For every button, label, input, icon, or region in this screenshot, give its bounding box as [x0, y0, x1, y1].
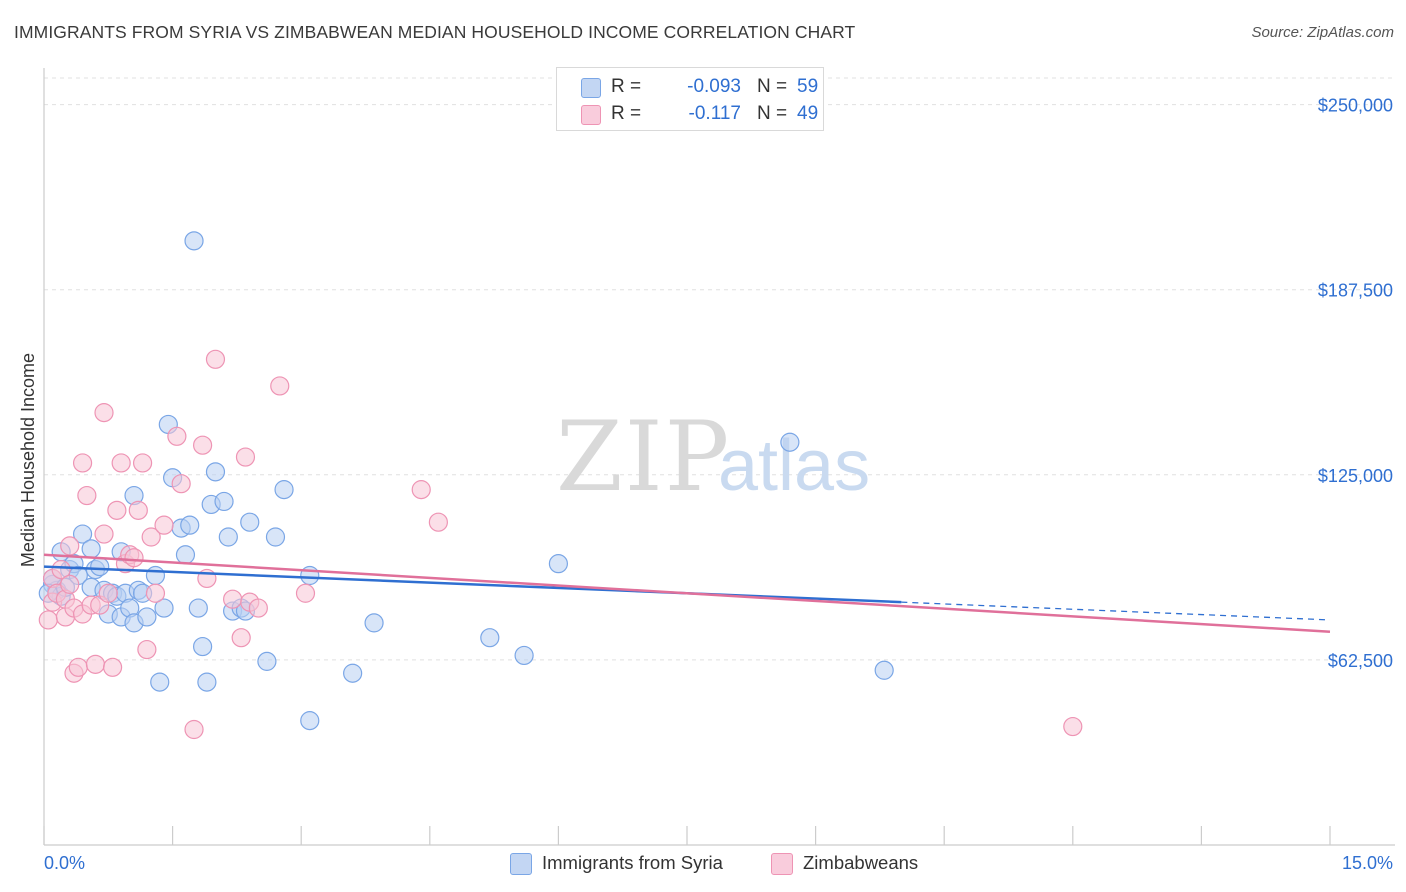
point-zimbabweans	[154, 515, 174, 535]
trend-line-syria	[43, 565, 902, 604]
point-syria	[257, 651, 277, 671]
legend-swatch-syria	[581, 78, 601, 98]
gridlines	[44, 77, 1395, 661]
y-tick-labels: $62,500 $125,000 $187,500 $250,000	[1318, 96, 1393, 671]
axes: 0.0% 15.0% Median Household Income	[18, 68, 1395, 873]
legend-swatch-zimbabweans	[581, 105, 601, 125]
y-tick-label: $62,500	[1328, 651, 1393, 671]
point-syria	[175, 545, 196, 565]
source-credit: Source: ZipAtlas.com	[1251, 24, 1394, 41]
point-syria	[240, 512, 260, 532]
legend-n-label: N =	[757, 76, 788, 97]
point-zimbabweans	[107, 500, 127, 520]
bottom-legend-label-syria: Immigrants from Syria	[542, 852, 723, 873]
point-syria	[81, 539, 101, 559]
point-zimbabweans	[72, 453, 93, 473]
point-zimbabweans	[1063, 716, 1083, 737]
point-zimbabweans	[231, 628, 251, 648]
point-zimbabweans	[141, 527, 161, 547]
point-zimbabweans	[171, 474, 191, 494]
point-syria	[214, 491, 234, 512]
point-zimbabweans	[137, 639, 157, 660]
point-zimbabweans	[68, 657, 88, 677]
point-zimbabweans	[411, 480, 431, 500]
point-zimbabweans	[295, 583, 316, 603]
point-zimbabweans	[85, 654, 106, 674]
point-syria	[364, 613, 384, 633]
point-zimbabweans	[94, 403, 114, 423]
point-syria	[874, 660, 894, 680]
point-syria	[154, 598, 174, 618]
legend-r-value: -0.117	[688, 103, 741, 124]
legend-r-value: -0.093	[687, 76, 741, 97]
point-syria	[184, 231, 204, 251]
legend-n-value: 49	[797, 103, 819, 124]
point-syria	[218, 527, 238, 547]
point-zimbabweans	[248, 598, 268, 618]
bottom-legend-label-zimbabweans: Zimbabweans	[803, 852, 919, 873]
trend-line-syria-extension	[901, 601, 1331, 621]
point-syria	[205, 462, 226, 482]
point-syria	[150, 672, 170, 692]
point-syria	[193, 636, 213, 657]
bottom-legend-swatch-syria	[510, 853, 532, 875]
legend-r-label: R =	[611, 76, 642, 97]
y-tick-label: $187,500	[1318, 281, 1393, 301]
x-tick-label: 15.0%	[1342, 853, 1393, 873]
point-syria	[548, 554, 569, 574]
point-syria	[188, 598, 208, 618]
correlation-legend: R = -0.093 N = 59 R = -0.117 N = 49	[556, 67, 824, 131]
point-zimbabweans	[94, 524, 114, 544]
point-zimbabweans	[102, 657, 123, 677]
point-zimbabweans	[60, 536, 80, 556]
bottom-legend-swatch-zimbabweans	[771, 853, 793, 875]
point-zimbabweans	[132, 453, 153, 473]
point-zimbabweans	[98, 583, 118, 603]
point-syria	[90, 557, 110, 577]
point-zimbabweans	[60, 574, 80, 594]
point-zimbabweans	[235, 447, 256, 467]
point-syria	[72, 524, 93, 544]
point-zimbabweans	[184, 719, 204, 740]
point-zimbabweans	[77, 485, 97, 506]
point-zimbabweans	[167, 426, 187, 446]
point-zimbabweans	[128, 500, 148, 520]
point-syria	[145, 565, 166, 586]
point-zimbabweans	[124, 548, 144, 568]
point-syria	[480, 628, 500, 648]
point-zimbabweans	[51, 559, 71, 580]
y-tick-label: $125,000	[1318, 466, 1393, 486]
y-tick-label: $250,000	[1318, 96, 1393, 116]
point-syria	[343, 663, 363, 683]
point-zimbabweans	[428, 512, 448, 532]
point-zimbabweans	[270, 376, 290, 396]
legend-n-label: N =	[757, 103, 788, 124]
x-tick-label: 0.0%	[44, 853, 85, 873]
legend-n-value: 59	[797, 76, 819, 97]
point-syria	[265, 527, 286, 547]
point-syria	[274, 480, 294, 500]
trend-line-zimbabweans	[43, 553, 1331, 634]
point-syria	[137, 607, 157, 627]
chart-title: IMMIGRANTS FROM SYRIA VS ZIMBABWEAN MEDI…	[14, 22, 856, 42]
watermark-zip: ZIP	[556, 401, 731, 513]
y-axis-title: Median Household Income	[18, 353, 38, 567]
point-zimbabweans	[205, 349, 226, 369]
point-syria	[514, 645, 534, 666]
point-zimbabweans	[111, 453, 131, 473]
point-zimbabweans	[145, 583, 166, 603]
point-syria	[180, 515, 200, 535]
point-zimbabweans	[38, 610, 58, 630]
point-syria	[300, 711, 320, 731]
point-syria	[780, 432, 800, 452]
point-zimbabweans	[223, 589, 243, 609]
trend-lines	[43, 553, 1331, 634]
point-syria	[197, 672, 217, 692]
point-zimbabweans	[193, 435, 213, 455]
legend-r-label: R =	[611, 103, 642, 124]
